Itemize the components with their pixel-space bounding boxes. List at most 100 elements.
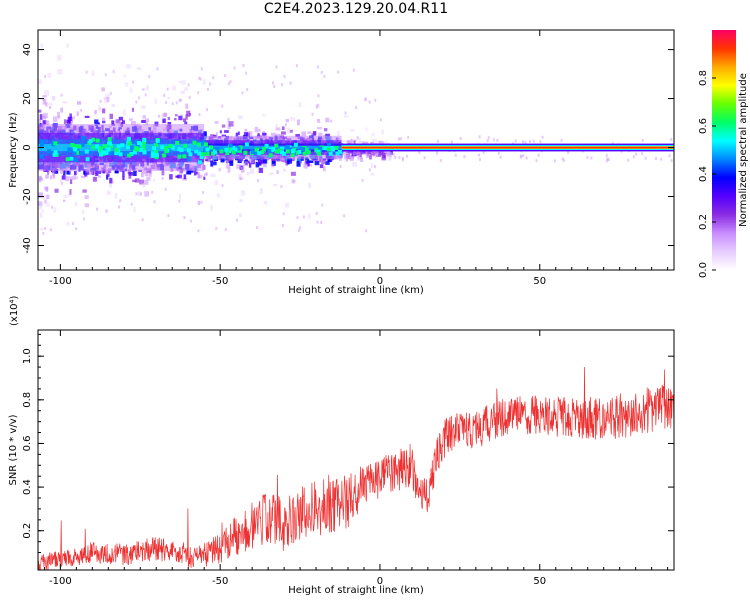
snr-panel: -100 -50 0 50 0.2 0.4 0.6 0.8 1.0 Height of stra… xyxy=(8,295,675,596)
heatmap-cell xyxy=(44,90,50,96)
heatmap-cell xyxy=(158,114,160,118)
heatmap-cell xyxy=(311,133,316,136)
heatmap-cell xyxy=(360,157,364,163)
heatmap-cell xyxy=(39,203,43,207)
heatmap-cell xyxy=(187,83,190,87)
spectrogram-ytick-label: -20 xyxy=(22,188,33,204)
heatmap-cell xyxy=(62,101,67,104)
heatmap-cell xyxy=(197,172,200,179)
heatmap-cell xyxy=(373,165,376,169)
heatmap-cell xyxy=(125,64,131,69)
heatmap-cell xyxy=(187,157,192,162)
heatmap-cell xyxy=(242,64,245,67)
heatmap-cell xyxy=(55,229,60,233)
heatmap-cell xyxy=(81,135,86,140)
heatmap-cell xyxy=(264,143,269,148)
heatmap-cell xyxy=(478,135,481,139)
heatmap-cell xyxy=(290,171,296,176)
heatmap-cell xyxy=(203,131,207,137)
heatmap-cell xyxy=(47,168,50,175)
heatmap-cell xyxy=(163,93,166,97)
heatmap-cell xyxy=(131,121,136,126)
heatmap-cell xyxy=(181,80,186,85)
heatmap-cell xyxy=(89,170,94,175)
heatmap-cell xyxy=(38,109,42,113)
heatmap-cell xyxy=(142,140,147,145)
heatmap-cell xyxy=(318,132,323,138)
heatmap-cell xyxy=(560,138,563,142)
heatmap-cell xyxy=(67,147,72,152)
heatmap-cell xyxy=(244,129,247,132)
heatmap-cell xyxy=(418,150,421,154)
heatmap-cell xyxy=(308,213,311,220)
heatmap-cell xyxy=(243,132,249,137)
heatmap-cell xyxy=(103,151,108,156)
heatmap-cell xyxy=(525,156,528,160)
heatmap-cell xyxy=(236,146,241,151)
heatmap-cell xyxy=(478,153,481,157)
heatmap-cell xyxy=(227,82,230,86)
heatmap-cell xyxy=(655,157,657,160)
heatmap-cell xyxy=(275,127,281,131)
heatmap-cell xyxy=(306,150,311,155)
heatmap-cell xyxy=(44,75,47,79)
heatmap-cell xyxy=(281,83,283,87)
heatmap-cell xyxy=(132,80,135,84)
heatmap-cell xyxy=(238,173,243,180)
heatmap-cell xyxy=(359,141,363,145)
heatmap-cell xyxy=(134,146,139,151)
heatmap-cell xyxy=(314,148,319,153)
heatmap-cell xyxy=(282,168,287,172)
heatmap-cell xyxy=(77,101,82,105)
heatmap-cell xyxy=(188,152,193,157)
heatmap-cell xyxy=(218,168,221,172)
spectrogram-xtick-label: -100 xyxy=(49,276,72,287)
heatmap-cell xyxy=(361,178,364,182)
heatmap-cell xyxy=(144,93,147,97)
heatmap-cell xyxy=(496,138,499,142)
heatmap-cell xyxy=(137,191,141,197)
heatmap-cell xyxy=(200,67,203,71)
heatmap-cell xyxy=(212,76,215,80)
heatmap-cell xyxy=(116,144,121,149)
heatmap-cell xyxy=(233,66,236,70)
heatmap-cell xyxy=(119,199,122,203)
heatmap-cell xyxy=(289,129,293,133)
heatmap-cell xyxy=(44,226,47,230)
heatmap-cell xyxy=(200,200,203,204)
heatmap-cell xyxy=(275,65,278,69)
heatmap-cell xyxy=(316,103,319,107)
heatmap-cell xyxy=(145,122,149,126)
snr-multiplier: (x10⁴) xyxy=(9,295,20,326)
heatmap-cell xyxy=(64,176,69,182)
heatmap-cell xyxy=(61,175,66,180)
heatmap-cell xyxy=(205,158,208,162)
heatmap-cell xyxy=(296,158,302,164)
heatmap-cell xyxy=(228,143,233,148)
heatmap-cell xyxy=(134,140,139,145)
heatmap-cell xyxy=(221,184,224,188)
heatmap-cell xyxy=(244,142,249,147)
spectrogram-xtick-label: 0 xyxy=(377,276,383,287)
snr-ytick-label: 0.4 xyxy=(22,479,33,495)
heatmap-cell xyxy=(104,97,108,104)
heatmap-cell xyxy=(337,70,340,74)
heatmap-cell xyxy=(319,164,324,169)
heatmap-cell xyxy=(202,79,206,85)
heatmap-cell xyxy=(184,121,188,125)
heatmap-cell xyxy=(285,149,290,154)
heatmap-cell xyxy=(152,146,157,151)
heatmap-cell xyxy=(291,149,295,154)
heatmap-cell xyxy=(401,158,404,162)
heatmap-cell xyxy=(256,226,259,229)
heatmap-cell xyxy=(168,144,173,148)
heatmap-cell xyxy=(75,147,80,152)
heatmap-cell xyxy=(324,128,328,132)
heatmap-cell xyxy=(183,174,187,180)
heatmap-cell xyxy=(210,205,213,211)
heatmap-cell xyxy=(74,157,79,162)
heatmap-cell xyxy=(57,116,60,119)
heatmap-cell xyxy=(295,64,298,68)
heatmap-cell xyxy=(59,169,64,174)
heatmap-cell xyxy=(148,75,151,79)
